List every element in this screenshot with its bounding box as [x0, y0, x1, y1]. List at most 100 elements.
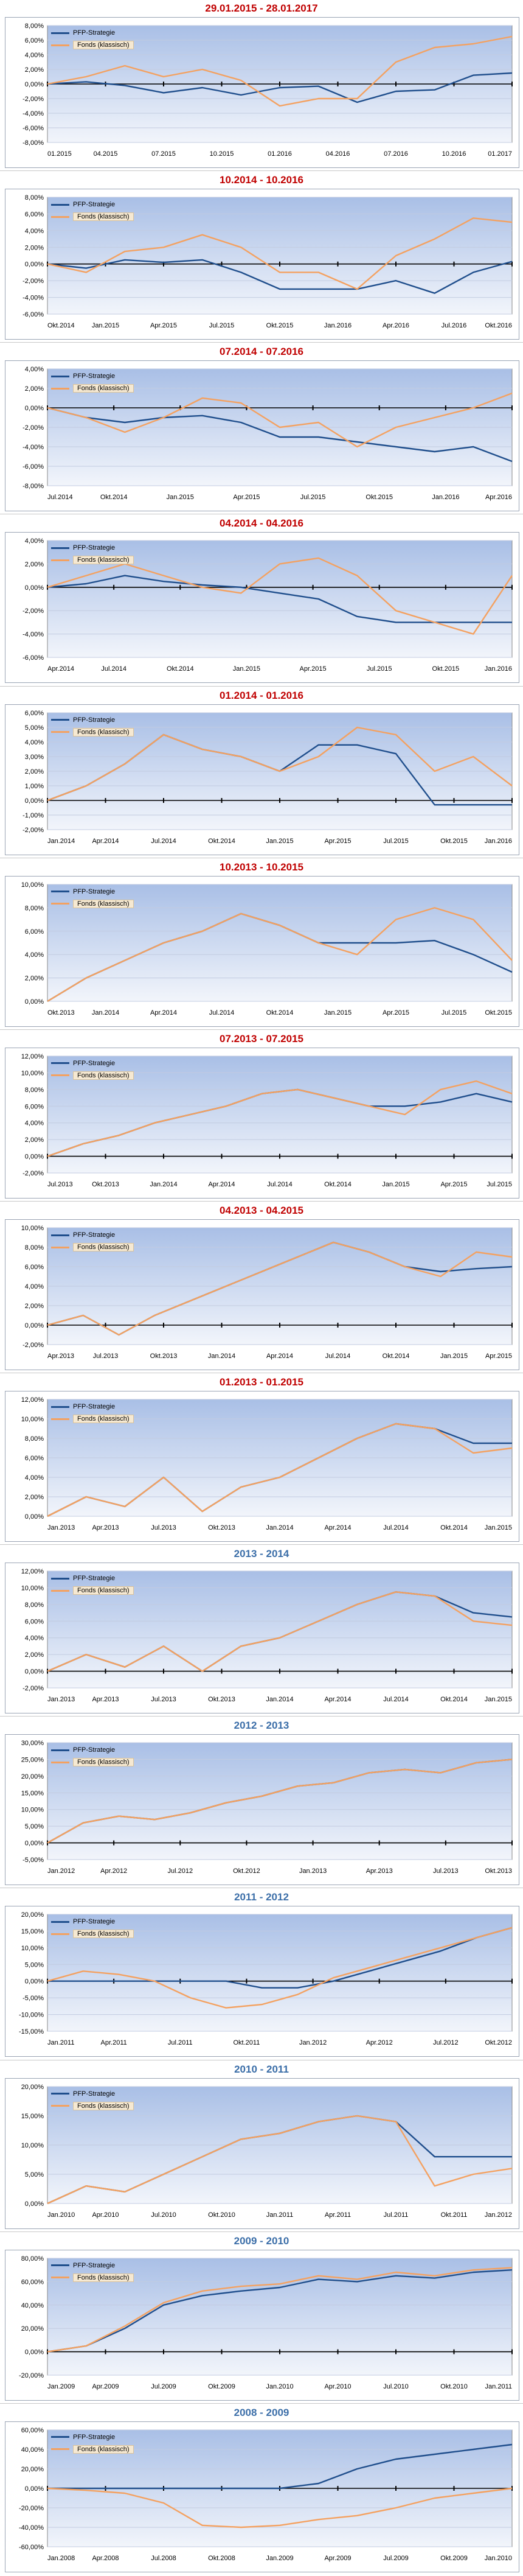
- panel-separator: [0, 1716, 523, 1717]
- chart-title: 10.2013 - 10.2015: [219, 861, 303, 873]
- y-tick-label: 60,00%: [21, 2427, 44, 2434]
- y-tick-label: 3,00%: [25, 754, 44, 761]
- x-tick-label: Jan.2009: [266, 2555, 293, 2562]
- panel-separator: [0, 342, 523, 343]
- y-tick-label: 4,00%: [25, 1635, 44, 1642]
- x-tick-label: 01.2015: [47, 150, 72, 158]
- x-tick-label: Okt.2014: [47, 322, 75, 329]
- x-tick-label: Okt.2009: [440, 2555, 468, 2562]
- legend-entry: PFP-Strategie: [51, 198, 134, 211]
- x-tick-label: Jan.2015: [485, 1524, 512, 1531]
- x-tick-label: Jul.2013: [151, 1524, 176, 1531]
- y-tick-label: -20,00%: [19, 2505, 44, 2512]
- y-tick-label: -4,00%: [23, 444, 44, 451]
- y-tick-label: 0,00%: [25, 2200, 44, 2208]
- y-tick-label: 12,00%: [21, 1396, 44, 1404]
- y-tick-label: 1,00%: [25, 783, 44, 790]
- x-tick-label: 10.2015: [210, 150, 234, 158]
- x-tick-label: Apr.2016: [383, 322, 409, 329]
- y-tick-label: 2,00%: [25, 1136, 44, 1144]
- x-tick-label: Okt.2013: [150, 1353, 178, 1360]
- panel-separator: [0, 170, 523, 172]
- legend-swatch: [51, 2105, 69, 2107]
- chart-title: 29.01.2015 - 28.01.2017: [205, 2, 318, 14]
- x-tick-label: Okt.2014: [100, 494, 128, 501]
- series-line-fonds-klassisch: [47, 2266, 513, 2353]
- legend-label: PFP-Strategie: [73, 1231, 116, 1239]
- chart-svg: 20,00% 15,00% 10,00% 5,00% 0,00% -5,00% -10,00…: [5, 1906, 519, 2057]
- legend-swatch: [51, 891, 69, 893]
- chart-title: 2009 - 2010: [234, 2235, 289, 2247]
- y-tick-label: 2,00%: [25, 1494, 44, 1501]
- y-tick-label: 10,00%: [21, 2142, 44, 2149]
- legend-entry: Fonds (klassisch): [51, 1584, 134, 1597]
- legend-entry: PFP-Strategie: [51, 2431, 134, 2443]
- legend-entry: PFP-Strategie: [51, 886, 134, 898]
- x-tick-label: Jan.2014: [150, 1181, 177, 1188]
- x-tick-label: Apr.2014: [324, 1524, 351, 1531]
- y-tick-label: 40,00%: [21, 2302, 44, 2309]
- y-tick-label: -6,00%: [23, 654, 44, 662]
- y-tick-label: 6,00%: [25, 928, 44, 935]
- x-tick-label: Okt.2014: [208, 838, 235, 845]
- x-tick-label: Okt.2010: [440, 2383, 468, 2390]
- x-tick-label: Jul.2014: [325, 1353, 351, 1360]
- y-tick-label: 2,00%: [25, 385, 44, 393]
- legend-label: Fonds (klassisch): [73, 1758, 134, 1767]
- x-tick-label: Okt.2014: [440, 1524, 468, 1531]
- legend: PFP-Strategie Fonds (klassisch): [51, 886, 134, 910]
- y-tick-label: -2,00%: [23, 1170, 44, 1177]
- series-line-fonds-klassisch: [47, 1759, 513, 1844]
- legend-entry: Fonds (klassisch): [51, 1756, 134, 1768]
- legend: PFP-Strategie Fonds (klassisch): [51, 198, 134, 223]
- legend-entry: PFP-Strategie: [51, 370, 134, 382]
- x-tick-label: Jul.2009: [151, 2383, 176, 2390]
- y-tick-label: 20,00%: [21, 1911, 44, 1919]
- panel-separator: [0, 2231, 523, 2232]
- x-tick-label: Apr.2013: [366, 1867, 393, 1875]
- y-tick-label: 0,00%: [25, 797, 44, 805]
- x-tick-label: Apr.2008: [92, 2555, 119, 2562]
- x-tick-label: Jul.2013: [47, 1181, 73, 1188]
- legend-label: Fonds (klassisch): [73, 1586, 134, 1595]
- x-tick-label: Jan.2014: [208, 1353, 235, 1360]
- legend-label: Fonds (klassisch): [73, 1242, 134, 1251]
- chart-title: 04.2013 - 04.2015: [219, 1204, 303, 1216]
- y-tick-label: 25,00%: [21, 1757, 44, 1764]
- x-tick-label: Jul.2013: [93, 1353, 119, 1360]
- legend-swatch: [51, 1921, 69, 1923]
- y-tick-label: 6,00%: [25, 37, 44, 44]
- x-tick-label: Apr.2012: [366, 2039, 393, 2046]
- x-tick-label: Okt.2014: [167, 665, 194, 673]
- y-tick-label: 0,00%: [25, 2348, 44, 2356]
- x-tick-label: Okt.2015: [485, 1009, 512, 1017]
- x-tick-label: Jul.2014: [267, 1181, 293, 1188]
- x-tick-label: Apr.2014: [324, 1696, 351, 1703]
- y-tick-label: -4,00%: [23, 110, 44, 117]
- x-tick-label: Jul.2015: [367, 665, 392, 673]
- legend-swatch: [51, 559, 69, 561]
- y-tick-label: 10,00%: [21, 1945, 44, 1952]
- y-tick-label: 2,00%: [25, 66, 44, 74]
- x-tick-label: Okt.2015: [440, 838, 468, 845]
- x-tick-label: Okt.2013: [485, 1867, 512, 1875]
- legend: PFP-Strategie Fonds (klassisch): [51, 2431, 134, 2455]
- x-tick-label: Apr.2014: [208, 1181, 235, 1188]
- y-tick-label: 20,00%: [21, 2084, 44, 2091]
- x-tick-label: Apr.2012: [100, 1867, 127, 1875]
- x-tick-label: Apr.2015: [233, 494, 260, 501]
- x-tick-label: Jan.2015: [233, 665, 260, 673]
- chart-title: 10.2014 - 10.2016: [219, 174, 303, 186]
- x-tick-label: Okt.2015: [432, 665, 460, 673]
- series-line-fonds-klassisch: [47, 1241, 513, 1336]
- x-tick-label: Jul.2014: [101, 665, 126, 673]
- panel-separator: [0, 2403, 523, 2404]
- chart-title: 07.2013 - 07.2015: [219, 1032, 303, 1045]
- y-tick-label: -2,00%: [23, 608, 44, 615]
- x-tick-label: Jan.2011: [47, 2039, 74, 2046]
- chart-svg: 60,00% 40,00% 20,00% 0,00% -20,00% -40,00% -60…: [5, 2421, 519, 2572]
- series-line-pfp-strategie: [47, 2269, 513, 2353]
- x-tick-label: Apr.2015: [485, 1353, 512, 1360]
- legend-swatch: [51, 32, 69, 34]
- legend-swatch: [51, 1761, 69, 1763]
